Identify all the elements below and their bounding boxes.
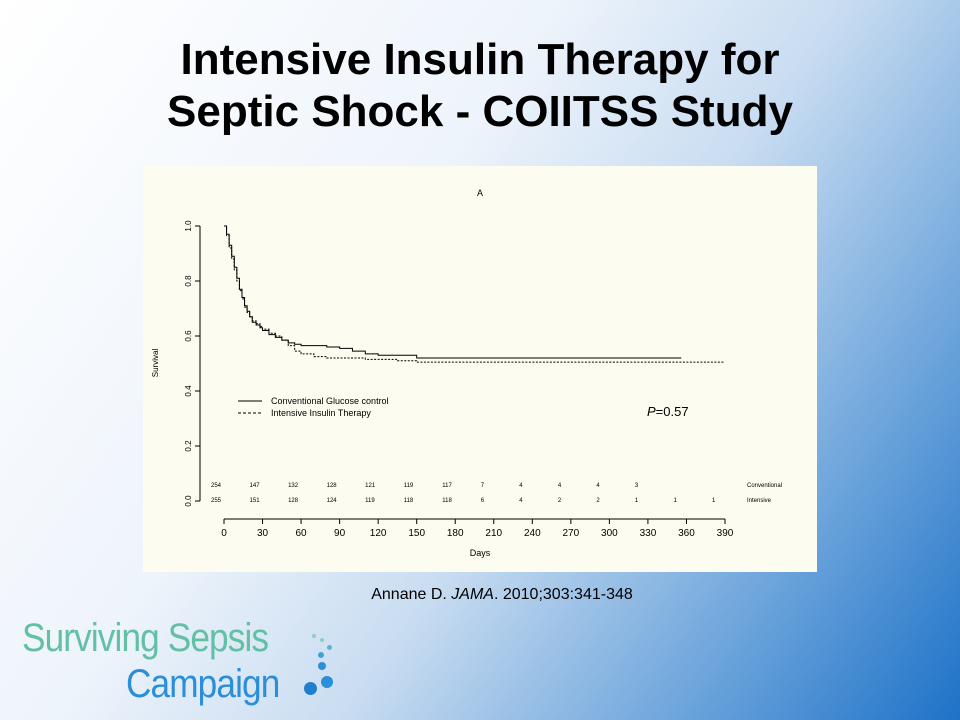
at-risk-0-7: 7 [481, 483, 485, 489]
citation-rest: . 2010;303:341-348 [493, 586, 633, 603]
survival-chart: A 0 30 60 90 120 150 180 210 240 270 300 330 360 390 Da… [143, 166, 817, 572]
x-tick-label-5: 150 [408, 528, 425, 539]
x-tick-label-0: 0 [221, 528, 227, 539]
x-tick-label-3: 90 [334, 528, 346, 539]
at-risk-1-12: 1 [673, 498, 677, 504]
at-risk-1-7: 6 [481, 498, 485, 504]
chart-marks [224, 225, 725, 363]
chart-axes [195, 225, 726, 524]
p-value-letter: P [647, 404, 656, 419]
at-risk-0-5: 119 [404, 483, 414, 489]
citation: Annane D. JAMA. 2010;303:341-348 [0, 586, 960, 604]
p-value-number: =0.57 [656, 404, 689, 419]
at-risk-1-9: 2 [558, 498, 562, 504]
x-tick-label-2: 60 [296, 528, 308, 539]
logo-dot-1 [312, 634, 316, 638]
p-value-annotation: P=0.57 [647, 404, 689, 419]
at-risk-1-8: 4 [519, 498, 523, 504]
at-risk-row-label-0: Conventional [747, 483, 782, 489]
slide-title-line1: Intensive Insulin Therapy for [180, 35, 780, 84]
series-line-0 [224, 225, 682, 359]
x-tick-label-12: 360 [678, 528, 695, 539]
x-tick-label-7: 210 [485, 528, 502, 539]
at-risk-0-6: 117 [442, 483, 452, 489]
citation-journal: JAMA [451, 586, 494, 603]
series-line-1 [224, 225, 725, 363]
logo-dot-3 [327, 645, 332, 650]
logo-dot-7 [304, 682, 317, 695]
survival-chart-svg: A 0 30 60 90 120 150 180 210 240 270 300 330 360 390 Da… [151, 188, 782, 558]
at-risk-1-0: 255 [211, 498, 222, 504]
at-risk-0-10: 4 [596, 483, 600, 489]
x-tick-label-8: 240 [524, 528, 541, 539]
y-tick-label-3: 0.6 [184, 330, 193, 342]
at-risk-0-4: 121 [365, 483, 376, 489]
at-risk-0-0: 254 [211, 483, 222, 489]
logo-dot-6 [321, 676, 333, 688]
chart-labels: A 0 30 60 90 120 150 180 210 240 270 300 330 360 390 Da… [151, 188, 782, 558]
chart-title: A [477, 188, 483, 198]
citation-author: Annane D. [371, 586, 452, 603]
y-tick-label-2: 0.4 [184, 385, 193, 397]
at-risk-0-11: 3 [635, 483, 639, 489]
x-tick-label-11: 330 [640, 528, 657, 539]
legend-label-0: Conventional Glucose control [271, 396, 389, 406]
logo-dot-4 [318, 652, 324, 658]
at-risk-1-2: 128 [288, 498, 299, 504]
y-tick-label-0: 0.0 [184, 495, 193, 507]
y-tick-label-4: 0.8 [184, 275, 193, 287]
at-risk-1-10: 2 [596, 498, 600, 504]
at-risk-0-9: 4 [558, 483, 562, 489]
at-risk-row-label-1: Intensive [747, 498, 772, 504]
surviving-sepsis-logo: Surviving Sepsis Campaign [22, 614, 342, 714]
y-tick-label-5: 1.0 [184, 220, 193, 232]
x-axis-label: Days [470, 548, 491, 558]
y-tick-label-1: 0.2 [184, 440, 193, 452]
at-risk-0-8: 4 [519, 483, 523, 489]
logo-text-line2: Campaign [126, 662, 280, 706]
at-risk-1-4: 119 [365, 498, 375, 504]
at-risk-1-1: 151 [250, 498, 261, 504]
x-tick-label-10: 300 [601, 528, 618, 539]
at-risk-0-1: 147 [250, 483, 261, 489]
logo-dot-2 [320, 638, 324, 642]
x-tick-label-4: 120 [370, 528, 387, 539]
y-axis-label: Survival [151, 349, 160, 378]
x-tick-label-13: 390 [717, 528, 734, 539]
at-risk-1-5: 118 [404, 498, 414, 504]
logo-dot-5 [318, 662, 326, 670]
at-risk-1-11: 1 [635, 498, 639, 504]
legend-label-1: Intensive Insulin Therapy [271, 408, 371, 418]
logo-text-line1: Surviving Sepsis [22, 616, 269, 660]
x-tick-label-9: 270 [563, 528, 580, 539]
at-risk-1-13: 1 [712, 498, 716, 504]
at-risk-0-2: 132 [288, 483, 299, 489]
slide-title: Intensive Insulin Therapy for Septic Sho… [0, 34, 960, 138]
x-tick-label-1: 30 [257, 528, 269, 539]
x-tick-label-6: 180 [447, 528, 464, 539]
at-risk-1-6: 118 [442, 498, 452, 504]
slide-title-line2: Septic Shock - COIITSS Study [167, 87, 793, 136]
at-risk-0-3: 128 [327, 483, 338, 489]
at-risk-1-3: 124 [327, 498, 338, 504]
